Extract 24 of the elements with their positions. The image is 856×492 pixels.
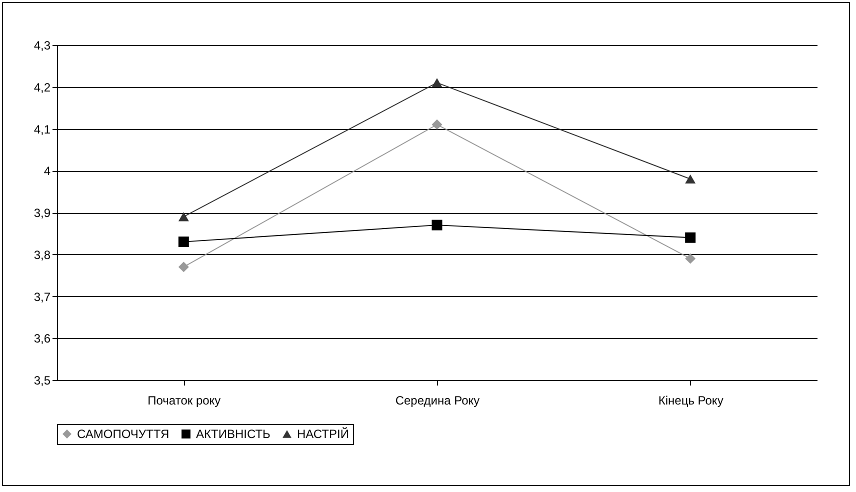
- y-tick-label: 3,8: [34, 248, 51, 262]
- legend-label: АКТИВНІСТЬ: [196, 427, 271, 441]
- y-tick-label: 4: [44, 164, 51, 178]
- y-tick-label: 3,7: [34, 290, 51, 304]
- y-tick-label: 4,2: [34, 80, 51, 94]
- y-tick-label: 3,9: [34, 206, 51, 220]
- y-tick-label: 4,3: [34, 38, 51, 52]
- point: [685, 232, 696, 243]
- point: [178, 262, 189, 272]
- y-tick-label: 3,5: [34, 374, 51, 388]
- point: [432, 78, 442, 88]
- point: [432, 220, 442, 230]
- y-tick-label: 4,1: [34, 122, 51, 136]
- y-tick-label: 3,6: [34, 332, 51, 346]
- legend-label: НАСТРІЙ: [297, 427, 349, 441]
- point: [432, 119, 442, 130]
- legend-label: САМОПОЧУТТЯ: [77, 427, 170, 441]
- point: [685, 174, 696, 184]
- x-tick-label: Кінець Року: [658, 394, 724, 408]
- x-tick-label: Початок року: [148, 394, 221, 408]
- x-tick-label: Середина Року: [395, 394, 480, 408]
- point: [178, 236, 189, 248]
- point: [685, 253, 696, 264]
- point: [178, 212, 189, 222]
